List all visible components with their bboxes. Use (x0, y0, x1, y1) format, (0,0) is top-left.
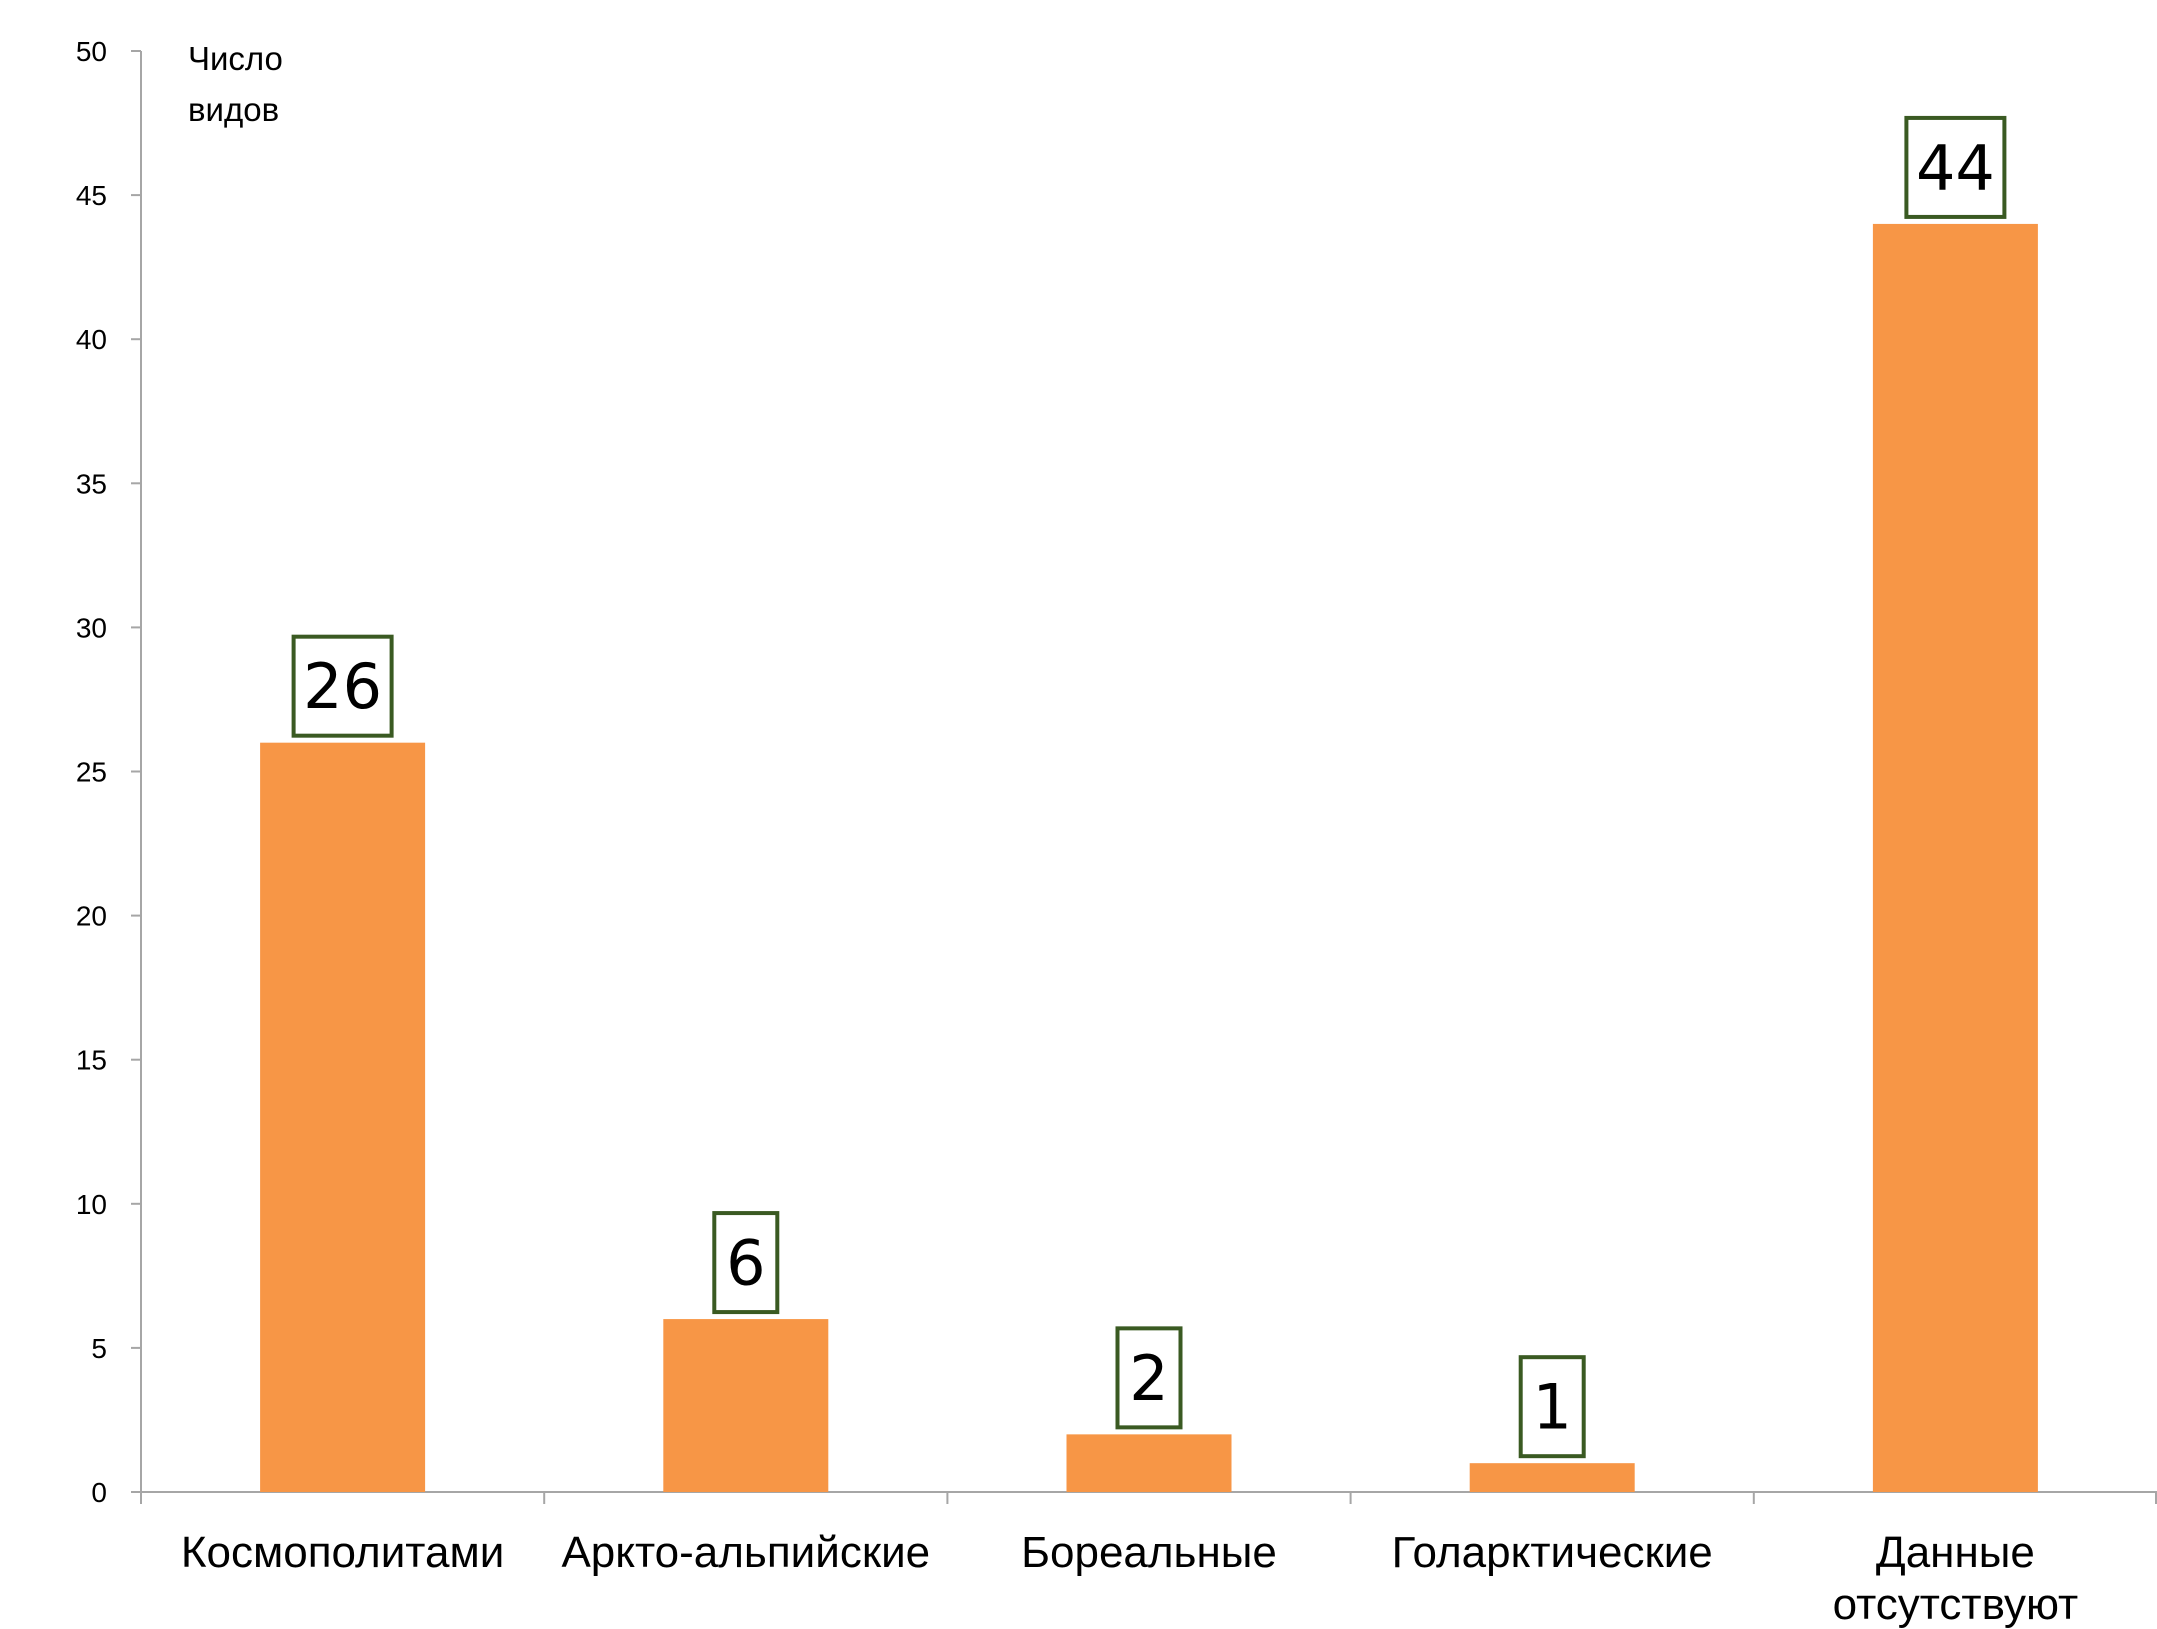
x-tick-label: Бореальные (1021, 1528, 1277, 1577)
x-tick-label-line: Данные (1876, 1528, 2035, 1577)
bar (1469, 1463, 1635, 1492)
data-label-box (1518, 1355, 1586, 1459)
y-tick-label: 20 (76, 901, 107, 932)
y-tick-label: 15 (76, 1045, 107, 1076)
data-label-box (1115, 1326, 1183, 1430)
y-tick-label: 5 (91, 1333, 107, 1364)
x-tick-label-line: Аркто-альпийские (561, 1528, 930, 1577)
data-label: 1 (1532, 1371, 1571, 1444)
y-tick-label: 45 (76, 180, 107, 211)
y-tick-label: 10 (76, 1189, 107, 1220)
data-label: 6 (726, 1227, 765, 1300)
bar (1872, 223, 2038, 1492)
x-tick-label: Космополитами (181, 1528, 504, 1577)
x-tick-label: Данные отсутствуют (1833, 1528, 2079, 1629)
data-label: 26 (303, 650, 382, 723)
y-tick-label: 25 (76, 757, 107, 788)
x-tick-label-line: Голарктические (1392, 1528, 1713, 1577)
bar (260, 742, 426, 1492)
y-axis: 0 5 10 15 20 25 30 35 40 45 50 (76, 36, 142, 1508)
bar (1066, 1434, 1232, 1492)
y-tick-label: 0 (91, 1477, 107, 1508)
data-label-box (1904, 115, 2007, 219)
x-tick-label-line: Бореальные (1021, 1528, 1277, 1577)
y-axis-title-line: Число (188, 40, 283, 77)
y-tick-label: 35 (76, 468, 107, 499)
x-tick-label-line: Космополитами (181, 1528, 504, 1577)
x-tick-label: Голарктические (1392, 1528, 1713, 1577)
y-tick-label: 40 (76, 324, 107, 355)
y-tick-label: 50 (76, 36, 107, 67)
x-tick-label: Аркто-альпийские (561, 1528, 930, 1577)
y-axis-title-line: видов (188, 91, 279, 128)
data-label-box (712, 1211, 780, 1315)
x-tick-label-line: отсутствуют (1833, 1580, 2079, 1629)
bars (260, 223, 2038, 1492)
data-labels: 26 6 2 1 44 (291, 115, 2007, 1459)
data-label: 2 (1129, 1342, 1168, 1415)
data-label: 44 (1916, 131, 1995, 204)
data-label-box (291, 634, 394, 738)
x-axis: Космополитами Аркто-альпийские Бореальные Г… (140, 1491, 2157, 1629)
y-axis-title: Число видов (188, 40, 292, 128)
y-tick-label: 30 (76, 612, 107, 643)
bar (663, 1319, 829, 1492)
